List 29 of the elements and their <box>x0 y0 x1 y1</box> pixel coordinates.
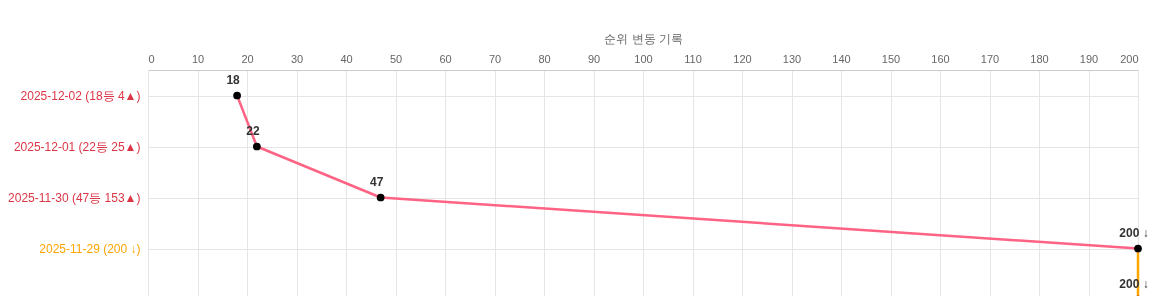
x-tick-label: 60 <box>439 52 452 65</box>
x-tick-label: 70 <box>488 52 502 65</box>
x-tick-label: 50 <box>389 52 403 65</box>
x-tick-label: 90 <box>587 52 601 65</box>
y-tick-label: 2025-12-01 (22등 25▲) <box>13 140 141 154</box>
x-tick-label: 200 <box>1120 52 1139 65</box>
data-label: 200 ↓ <box>1119 225 1149 240</box>
x-tick-label: 0 <box>148 52 155 65</box>
x-tick-label: 150 <box>881 52 901 65</box>
x-tick-label: 20 <box>241 52 254 65</box>
x-axis-title: 순위 변동 기록 <box>604 31 683 46</box>
y-tick-label: 2025-11-30 (47등 153▲) <box>8 191 141 205</box>
x-tick-label: 190 <box>1079 52 1099 65</box>
x-tick-label: 160 <box>931 52 950 65</box>
x-tick-label: 130 <box>782 52 802 65</box>
x-tick-label: 110 <box>684 52 702 65</box>
y-tick-label: 2025-12-02 (18등 4▲) <box>20 89 141 103</box>
x-tick-label: 140 <box>832 52 851 65</box>
x-tick-label: 30 <box>290 52 304 65</box>
x-tick-label: 170 <box>980 52 1000 65</box>
x-tick-label: 40 <box>340 52 353 65</box>
data-label: 18 <box>226 72 241 87</box>
x-tick-label: 180 <box>1030 52 1049 65</box>
data-label: 47 <box>369 174 384 189</box>
y-tick-label: 2025-11-29 (200 ↓) <box>39 242 141 256</box>
x-tick-label: 120 <box>733 52 752 65</box>
x-tick-label: 10 <box>191 52 205 65</box>
x-tick-label: 100 <box>634 52 653 65</box>
x-tick-label: 80 <box>538 52 551 65</box>
